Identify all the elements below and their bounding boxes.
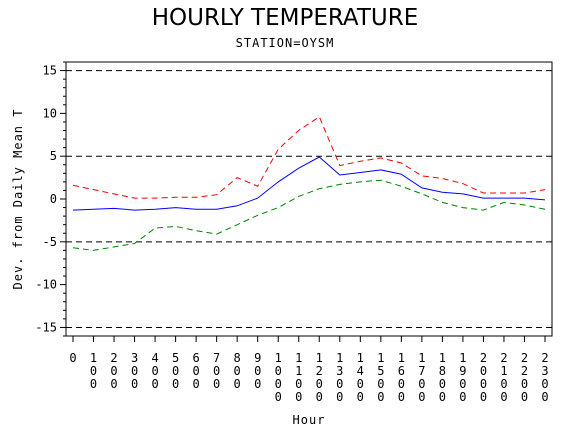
plot-frame [65,61,553,337]
x-tick-label: 0 [69,351,76,365]
y-tick-label: 5 [50,149,57,163]
x-axis-label: Hour [293,413,326,427]
series-line-1 [72,116,546,199]
y-axis-label: Dev. from Daily Mean T [11,109,25,290]
y-axis: -15 -10 -5 0 5 10 15 [35,61,66,337]
y-tick-label: -15 [35,320,57,334]
chart-title: HOURLY TEMPERATURE [151,5,419,31]
y-tick-label: -10 [35,278,57,292]
series-group [72,116,546,251]
y-tick-label: 15 [43,64,57,78]
reference-lines [66,70,552,328]
series-line-2 [72,156,546,211]
y-tick-label: 10 [43,106,57,120]
chart-subtitle: STATION=OYSM [235,36,335,50]
x-axis: 0 1 0 0 2 0 0 3 0 0 4 0 0 5 0 0 6 0 0 7 0 0 8 0 0 9 0 0 1 0 0 0 1 1 0 0 1 2 0 0… [69,336,549,404]
y-tick-label: -5 [43,235,57,249]
y-tick-label: 0 [50,192,57,206]
series-line-3 [72,179,546,251]
